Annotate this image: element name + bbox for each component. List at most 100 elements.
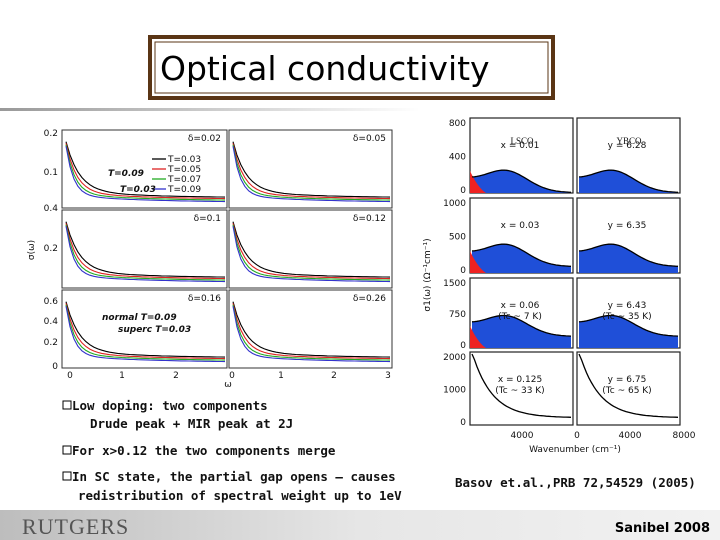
area	[579, 244, 678, 273]
panel-label: (Tc ~ 7 K)	[498, 312, 542, 322]
legend-label: T=0.07	[167, 175, 201, 185]
drude-area	[470, 326, 486, 348]
curve	[65, 301, 226, 358]
area	[579, 315, 678, 348]
y-tick-label: 0.2	[44, 129, 58, 139]
curve	[65, 304, 226, 361]
panel-label: y = 6.35	[608, 221, 647, 231]
panel-label: x = 0.125	[498, 375, 542, 385]
x-tick-label: 0	[229, 371, 235, 381]
drude-area	[470, 171, 486, 193]
panel-label: x = 0.01	[501, 141, 540, 151]
x-tick-label: 0	[67, 371, 73, 381]
curve	[232, 144, 391, 201]
bullet-sub: Drude peak + MIR peak at 2J	[90, 416, 293, 431]
y-tick-label: 0.6	[44, 297, 59, 307]
y-tick-label: 500	[449, 233, 466, 243]
panel-label: y = 6.28	[608, 141, 647, 151]
panel-label: δ=0.12	[353, 214, 386, 224]
y-axis-label: σ(ω)	[27, 240, 37, 260]
curve	[578, 353, 679, 418]
curve	[65, 143, 226, 200]
legend-label: T=0.03	[167, 155, 201, 165]
slide-title: Optical conductivity	[160, 49, 490, 88]
area	[472, 170, 571, 193]
curve	[65, 223, 226, 280]
y-tick-label: 0.2	[44, 244, 58, 254]
y-tick-label: 750	[449, 310, 466, 320]
annotation: normal T=0.09	[102, 313, 177, 323]
panel-label: (Tc ~ 65 K)	[602, 386, 651, 396]
curve	[65, 226, 226, 283]
column-header: YBCO	[616, 136, 642, 146]
curve	[65, 141, 226, 198]
panel-label: y = 6.75	[608, 375, 647, 385]
x-tick-label: 2	[173, 371, 179, 381]
panel-label: δ=0.05	[353, 134, 386, 144]
x-tick-label: 3	[385, 371, 391, 381]
y-tick-label: 400	[449, 153, 466, 163]
y-tick-label: 1000	[443, 386, 466, 396]
curve	[232, 226, 391, 283]
curve	[65, 224, 226, 281]
y-tick-label: 0.1	[44, 168, 58, 178]
y-tick-label: 0	[52, 362, 58, 372]
curve	[232, 143, 391, 200]
annotation: superc T=0.03	[118, 325, 191, 335]
drude-area	[470, 251, 486, 273]
title-box-inner	[154, 41, 549, 94]
curve	[471, 314, 572, 337]
footer-event: Sanibel 2008	[615, 521, 710, 536]
bullet-marker	[62, 445, 72, 455]
y-tick-label: 0.2	[44, 338, 58, 348]
bullet-sub: redistribution of spectral weight up to …	[78, 488, 402, 503]
curve	[232, 304, 391, 361]
curve	[232, 306, 391, 363]
column-header: LSCO	[510, 136, 534, 146]
curve	[232, 301, 391, 358]
curve	[232, 141, 391, 198]
curve	[65, 146, 226, 203]
y-tick-label: 0	[460, 266, 466, 276]
y-axis-label: σ1(ω) (Ω⁻¹cm⁻¹)	[423, 238, 433, 311]
curve	[65, 221, 226, 278]
footer-logo: RUTGERS	[22, 514, 129, 539]
curve	[232, 146, 391, 203]
y-tick-label: 0.4	[44, 204, 59, 214]
curve	[65, 144, 226, 201]
legend-label: T=0.09	[167, 185, 201, 195]
y-tick-label: 0	[460, 341, 466, 351]
curve	[471, 169, 572, 193]
curve	[471, 353, 572, 418]
bullet-text: For x>0.12 the two components merge	[72, 443, 336, 458]
title-box	[148, 35, 555, 100]
panel-label: δ=0.1	[194, 214, 221, 224]
curve	[471, 243, 572, 267]
x-tick-label: 4000	[619, 431, 642, 441]
reference: Basov et.al.,PRB 72,54529 (2005)	[455, 475, 696, 490]
x-axis-label: ω	[224, 380, 232, 390]
x-tick-label: 1	[278, 371, 284, 381]
footer-bar	[0, 510, 720, 540]
panel-label: δ=0.26	[353, 294, 386, 304]
bullets: Low doping: two components Drude peak + …	[62, 398, 402, 503]
panel-label: δ=0.16	[188, 294, 221, 304]
curve	[232, 221, 391, 278]
bullet-marker	[62, 471, 72, 481]
x-tick-label: 2	[331, 371, 337, 381]
annotation: T=0.09	[108, 169, 144, 179]
curve	[65, 303, 226, 360]
area	[579, 170, 678, 193]
area	[472, 315, 571, 348]
y-tick-label: 800	[449, 119, 466, 129]
curve	[232, 223, 391, 280]
panel-label: δ=0.02	[188, 134, 221, 144]
curve	[232, 303, 391, 360]
curve	[578, 169, 679, 193]
x-tick-label: 8000	[673, 431, 696, 441]
bullet-marker	[62, 400, 72, 410]
legend-label: T=0.05	[167, 165, 201, 175]
panel-label: (Tc ~ 35 K)	[602, 312, 651, 322]
x-tick-label: 4000	[511, 431, 534, 441]
